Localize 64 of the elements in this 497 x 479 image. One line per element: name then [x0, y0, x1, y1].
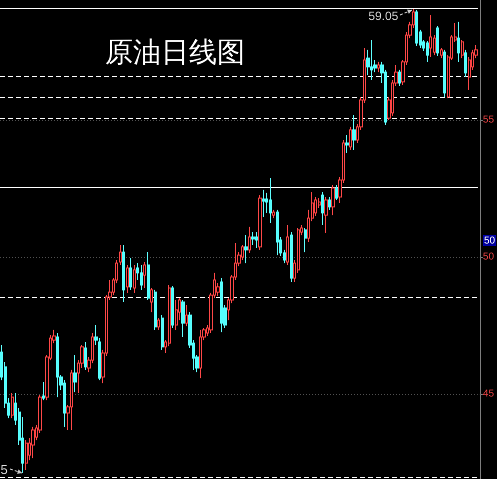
candlestick	[129, 258, 132, 290]
candlestick	[70, 369, 73, 430]
candlestick	[262, 189, 265, 218]
candlestick	[171, 286, 174, 329]
candlestick	[290, 232, 293, 282]
candlestick	[370, 40, 373, 81]
candlestick	[126, 264, 129, 294]
candlestick	[185, 304, 188, 327]
candlestick	[251, 232, 255, 246]
candlestick	[31, 426, 35, 459]
candlestick	[440, 47, 443, 59]
candlestick	[161, 314, 164, 350]
candlestick	[154, 289, 157, 330]
y-tick-label: 50	[482, 252, 494, 263]
candlestick	[398, 69, 401, 87]
candlestick	[464, 49, 467, 78]
candlestick	[147, 252, 150, 301]
candlestick	[443, 49, 446, 98]
candlestick	[84, 341, 87, 370]
candlestick	[220, 278, 223, 333]
candlestick	[150, 288, 153, 313]
candlestick	[276, 209, 279, 256]
candlestick	[272, 209, 275, 219]
candlestick	[122, 244, 125, 302]
candlestick	[349, 126, 352, 150]
candlestick	[377, 61, 380, 73]
candlestick	[352, 114, 356, 150]
candlestick	[335, 184, 338, 201]
candlestick	[415, 9, 418, 47]
candlestick	[140, 264, 143, 290]
text: 原油日线图	[105, 36, 245, 68]
candlestick	[143, 261, 146, 289]
candlestick	[42, 381, 45, 401]
candlestick	[25, 440, 28, 470]
candlestick	[304, 227, 307, 253]
candlestick	[248, 226, 251, 254]
candlestick	[244, 234, 248, 264]
candlestick	[269, 178, 272, 224]
y-tick-label: 45	[482, 388, 494, 400]
candlestick	[11, 392, 14, 419]
candlestick	[324, 196, 328, 234]
candlestick	[426, 40, 429, 62]
candlestick	[436, 26, 439, 56]
candlestick	[133, 264, 136, 294]
candlestick	[157, 318, 160, 330]
candlestick	[119, 244, 122, 266]
y-tick-label: 55	[482, 114, 494, 126]
candlestick	[258, 194, 262, 250]
candlestick	[56, 332, 59, 398]
annotation: 59.05	[368, 9, 399, 24]
candlestick	[199, 329, 202, 379]
candlestick	[429, 14, 432, 58]
candlestick	[255, 232, 258, 248]
candlestick	[457, 21, 460, 62]
candlestick	[181, 300, 185, 338]
candlestick	[175, 300, 178, 330]
candlestick	[461, 40, 464, 59]
candlestick	[286, 224, 289, 266]
candlestick	[345, 134, 349, 154]
candlestick	[73, 354, 77, 393]
candlestick	[328, 196, 331, 210]
annotation: 5	[0, 462, 8, 477]
candlestick	[331, 184, 335, 216]
candlestick	[321, 192, 324, 226]
